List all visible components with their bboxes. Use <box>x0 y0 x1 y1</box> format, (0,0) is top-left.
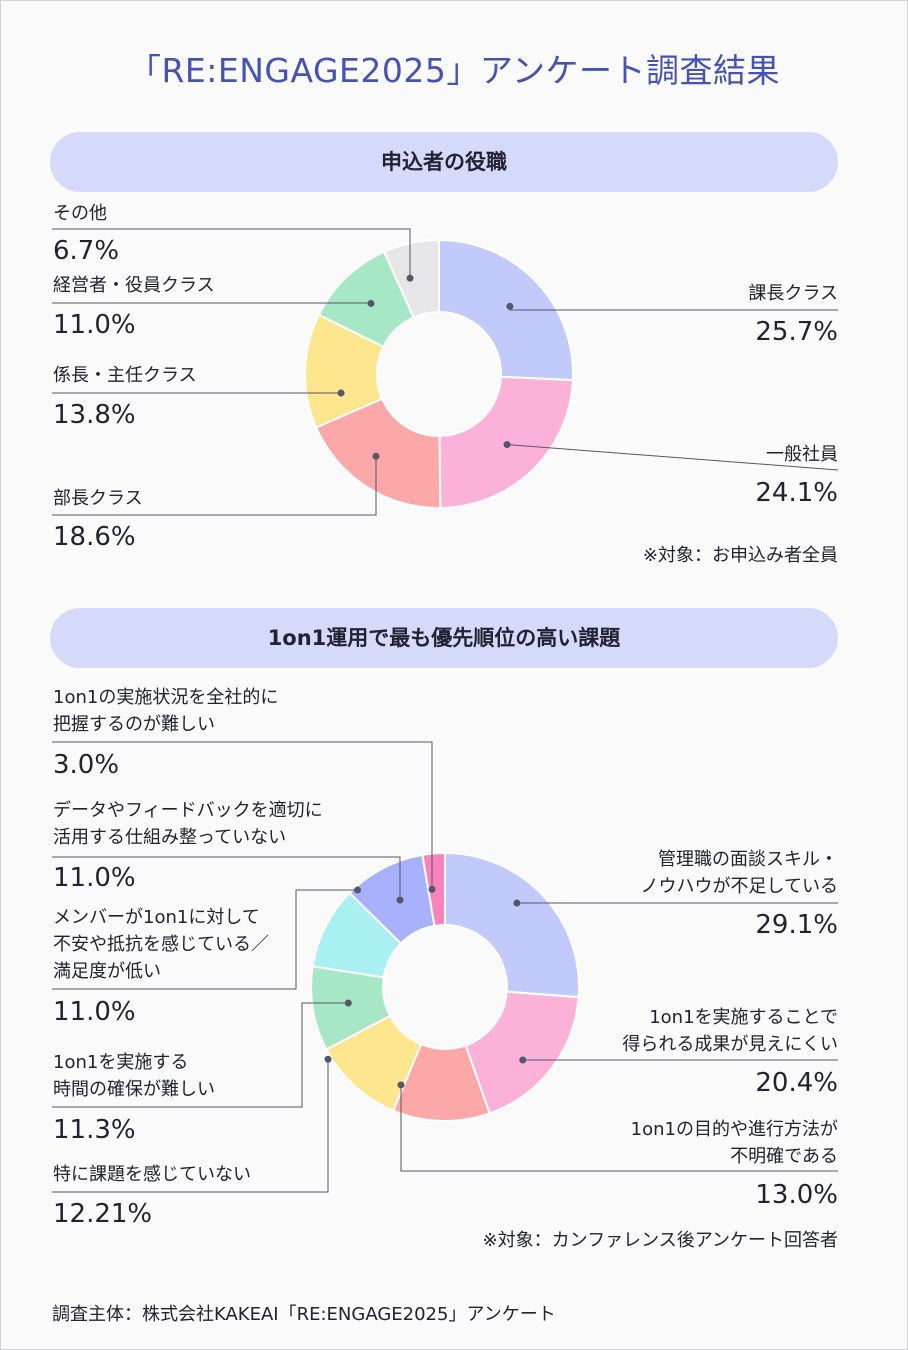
label-staff: 一般社員 <box>766 444 838 465</box>
leader-no-issue <box>52 1059 329 1193</box>
label-member-anxiety: メンバーが1on1に対して 不安や抵抗を感じている／ 満足度が低い <box>53 907 269 982</box>
leader-staff <box>506 444 839 471</box>
section1-header: 申込者の役職 <box>50 132 838 192</box>
leader-data-feedback <box>52 856 401 901</box>
label-chief: 係長・主任クラス <box>53 365 197 386</box>
pct-staff: 24.1% <box>755 478 838 508</box>
label-data-feedback: データやフィードバックを適切に 活用する仕組み整っていない <box>53 800 323 848</box>
label-time: 1on1を実施する 時間の確保が難しい <box>53 1052 215 1100</box>
issues-slice-0 <box>444 851 580 999</box>
pct-time: 11.3% <box>53 1115 136 1145</box>
pct-chief: 13.8% <box>53 400 136 430</box>
leader-no-issue-dot <box>324 1055 332 1063</box>
pct-visibility: 3.0% <box>53 750 120 780</box>
leader-purpose-dot <box>397 1081 405 1089</box>
page-title: 「RE:ENGAGE2025」アンケート調査結果 <box>127 51 781 90</box>
label-no-issue: 特に課題を感じていない <box>53 1164 251 1185</box>
leader-staff-dot <box>503 441 511 449</box>
leader-visibility <box>52 741 433 890</box>
leader-data-feedback-dot <box>396 896 404 904</box>
pct-no-issue: 12.21% <box>53 1199 153 1229</box>
pct-other: 6.7% <box>53 236 120 266</box>
leader-visibility-dot <box>428 885 436 893</box>
leader-manager-dot <box>506 302 514 310</box>
leader-results-dot <box>519 1056 527 1064</box>
pct-executive: 11.0% <box>53 310 136 340</box>
pct-purpose: 13.0% <box>755 1180 838 1210</box>
leader-member-anxiety-dot <box>353 886 361 894</box>
section2-header: 1on1運用で最も優先順位の高い課題 <box>50 608 838 668</box>
leader-purpose <box>400 1084 838 1172</box>
label-results: 1on1を実施することで 得られる成果が見えにくい <box>622 1007 838 1055</box>
label-director: 部長クラス <box>53 488 143 509</box>
note-roles: ※対象：お申込み者全員 <box>642 545 838 566</box>
leader-director <box>52 456 377 516</box>
pct-member-anxiety: 11.0% <box>53 997 136 1027</box>
label-visibility: 1on1の実施状況を全社的に 把握するのが難しい <box>53 687 279 735</box>
label-skill: 管理職の面談スキル・ ノウハウが不足している <box>640 849 838 897</box>
label-manager: 課長クラス <box>748 283 838 304</box>
pct-manager: 25.7% <box>755 317 838 347</box>
leader-director-dot <box>372 452 380 460</box>
pct-skill: 29.1% <box>755 910 838 940</box>
pct-director: 18.6% <box>53 522 136 552</box>
leader-other <box>52 228 411 279</box>
note-issues: ※対象：カンファレンス後アンケート回答者 <box>482 1230 838 1251</box>
pct-results: 20.4% <box>755 1068 838 1098</box>
leader-executive-dot <box>367 299 375 307</box>
leader-other-dot <box>406 274 414 282</box>
leader-skill-dot <box>513 899 521 907</box>
issues-slice-1 <box>464 990 580 1115</box>
roles-slice-0 <box>438 238 574 382</box>
donut-chart-roles <box>304 238 574 510</box>
donut-chart-issues <box>310 851 580 1122</box>
label-purpose: 1on1の目的や進行方法が 不明確である <box>630 1119 838 1167</box>
leader-member-anxiety <box>52 889 358 990</box>
label-other: その他 <box>53 203 107 224</box>
pct-data-feedback: 11.0% <box>53 863 136 893</box>
leader-chief-dot <box>337 389 345 397</box>
leader-lines <box>52 228 839 1193</box>
roles-slice-2 <box>314 397 442 509</box>
leader-time-dot <box>344 999 352 1007</box>
label-executive: 経営者・役員クラス <box>53 275 215 296</box>
footer-source: 調査主体：株式会社KAKEAI「RE:ENGAGE2025」アンケート <box>52 1304 556 1325</box>
leader-time <box>52 1002 349 1108</box>
